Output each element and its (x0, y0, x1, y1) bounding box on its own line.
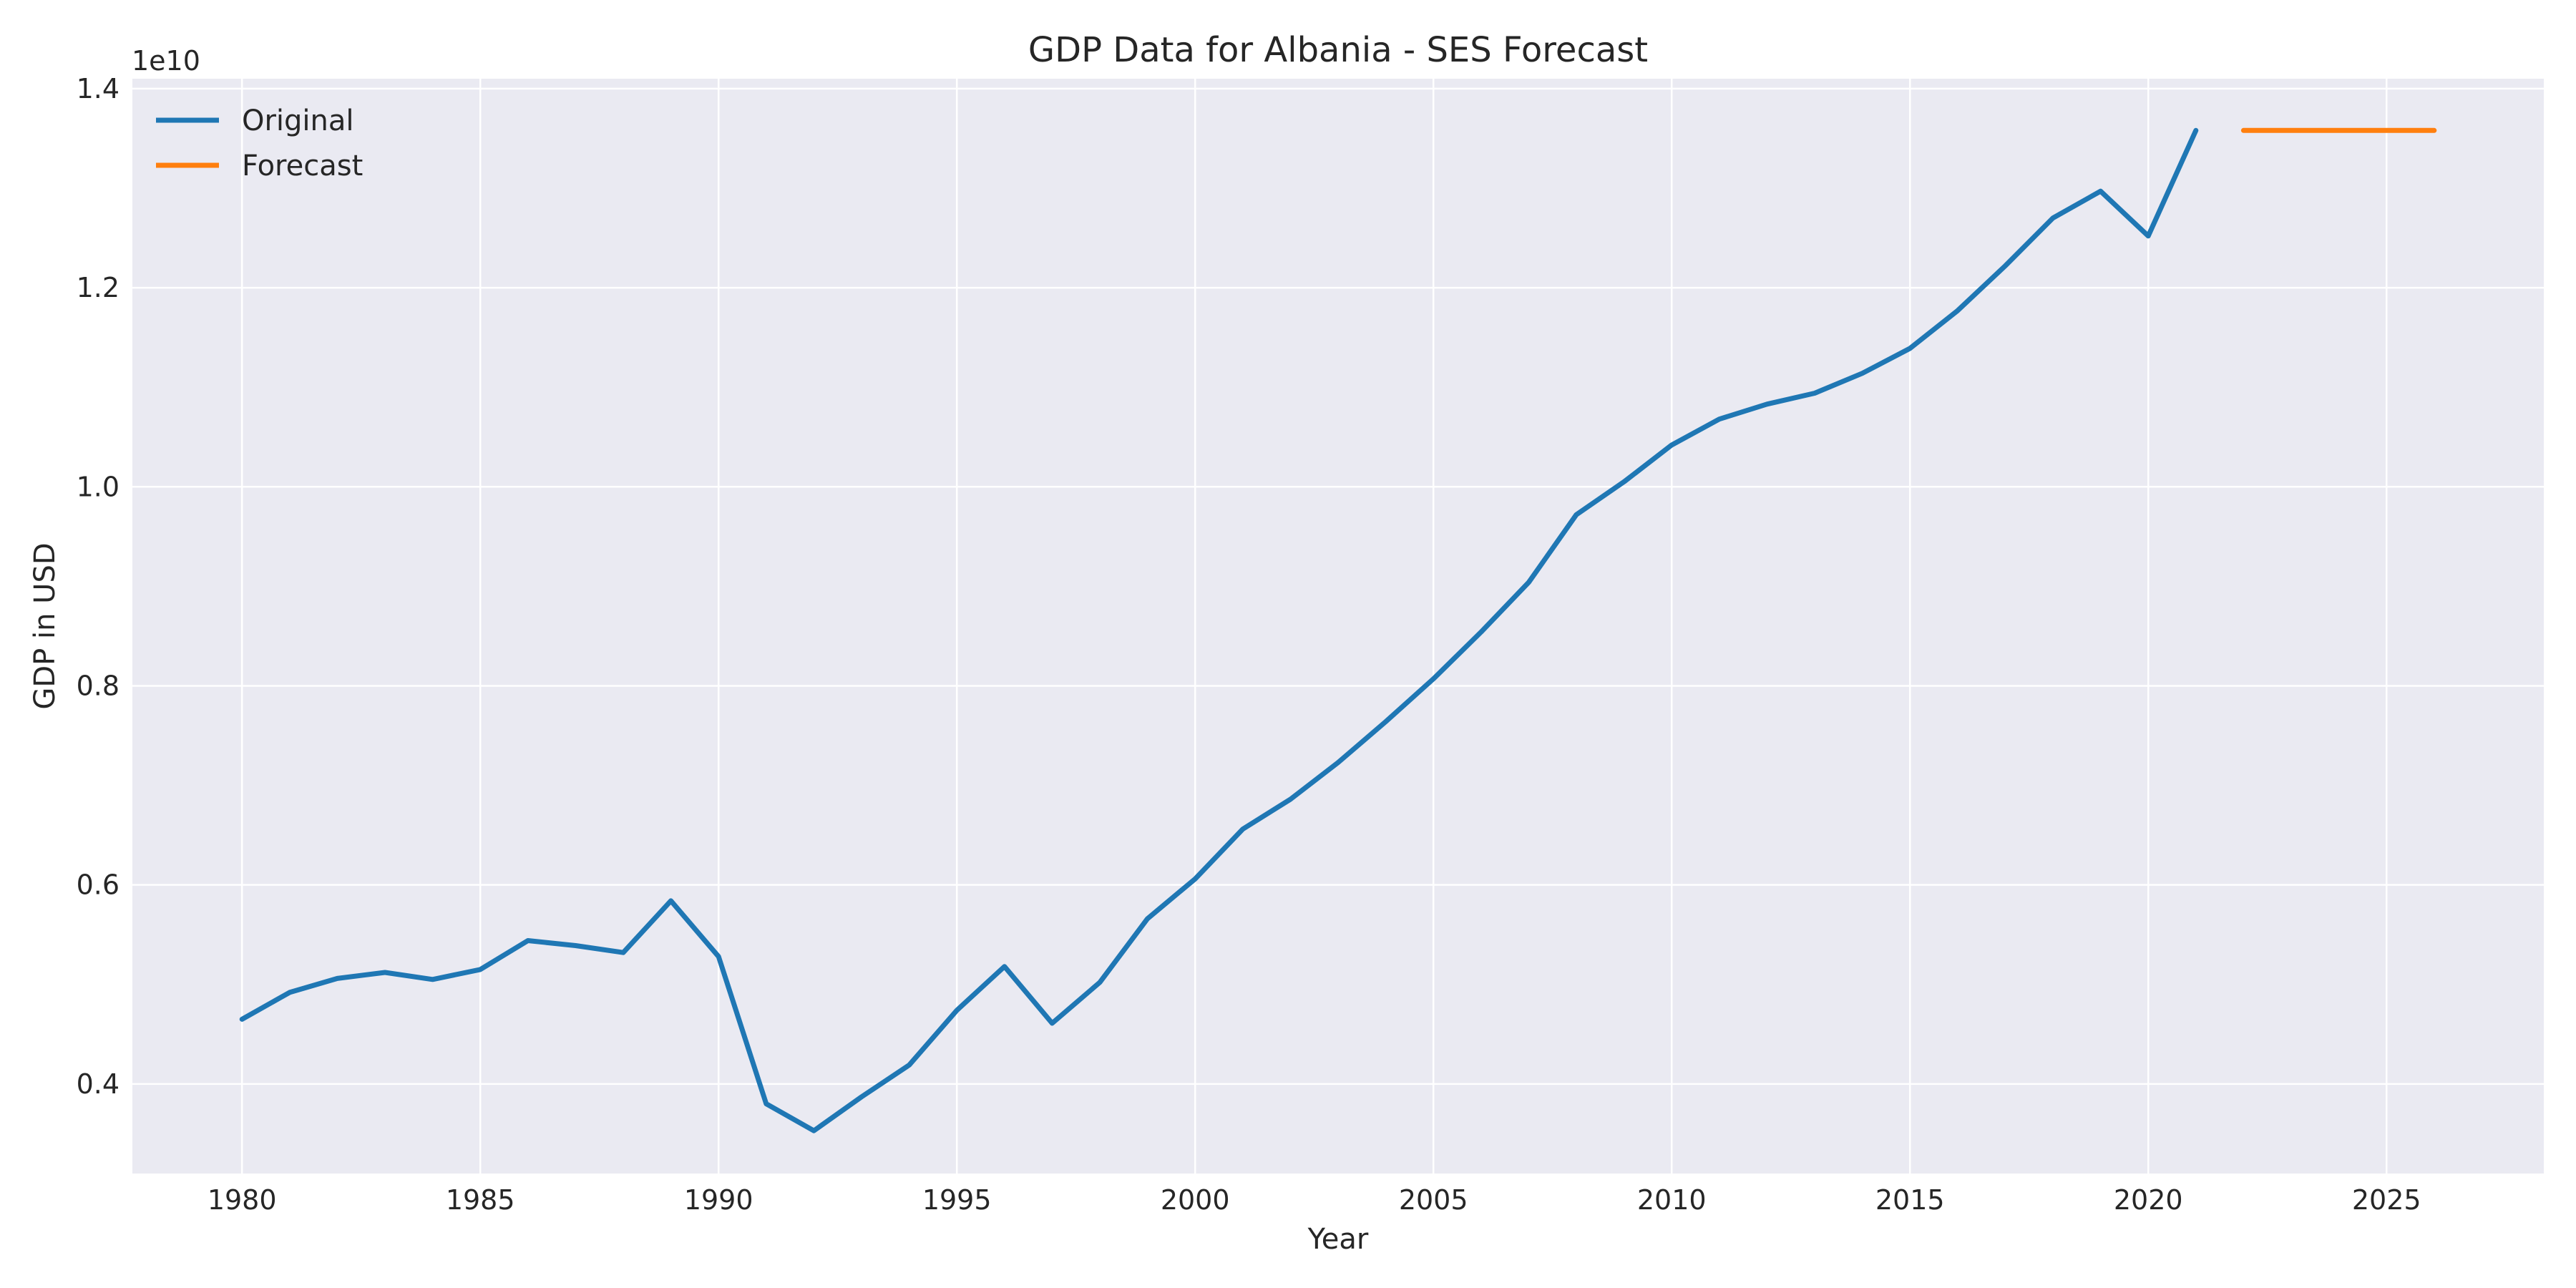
x-tick-label: 2025 (2352, 1184, 2421, 1216)
y-tick-label: 1.4 (77, 73, 119, 104)
y-tick-label: 1.2 (77, 272, 119, 303)
x-tick-label: 1985 (446, 1184, 515, 1216)
x-gridlines (240, 79, 2388, 1174)
x-tick-label: 2010 (1637, 1184, 1707, 1216)
y-tick-label: 0.8 (77, 670, 119, 701)
x-axis-label: Year (1307, 1223, 1369, 1256)
legend-label-forecast: Forecast (242, 150, 363, 182)
x-tick-label: 2005 (1399, 1184, 1468, 1216)
plot-area (132, 79, 2544, 1174)
y-tick-labels: 0.4 0.6 0.8 1.0 1.2 1.4 (77, 73, 119, 1100)
legend: Original Forecast (156, 104, 363, 182)
y-offset-label: 1e10 (132, 45, 200, 77)
x-tick-label: 2020 (2114, 1184, 2183, 1216)
x-tick-label: 1990 (684, 1184, 753, 1216)
x-tick-labels: 1980 1985 1990 1995 2000 2005 2010 2015 2020 2025 (208, 1184, 2421, 1216)
x-tick-label: 2015 (1875, 1184, 1945, 1216)
x-tick-label: 2000 (1161, 1184, 1230, 1216)
series-layer (239, 127, 2437, 1133)
y-tick-label: 0.4 (77, 1068, 119, 1100)
chart-title: GDP Data for Albania - SES Forecast (1028, 30, 1648, 70)
x-tick-label: 1995 (922, 1184, 992, 1216)
y-tick-label: 1.0 (77, 471, 119, 502)
x-tick-label: 1980 (208, 1184, 277, 1216)
y-axis-label: GDP in USD (29, 542, 62, 709)
legend-label-original: Original (242, 104, 354, 137)
y-tick-label: 0.6 (77, 869, 119, 901)
y-gridlines (132, 87, 2544, 1085)
series-line-original (239, 127, 2199, 1133)
